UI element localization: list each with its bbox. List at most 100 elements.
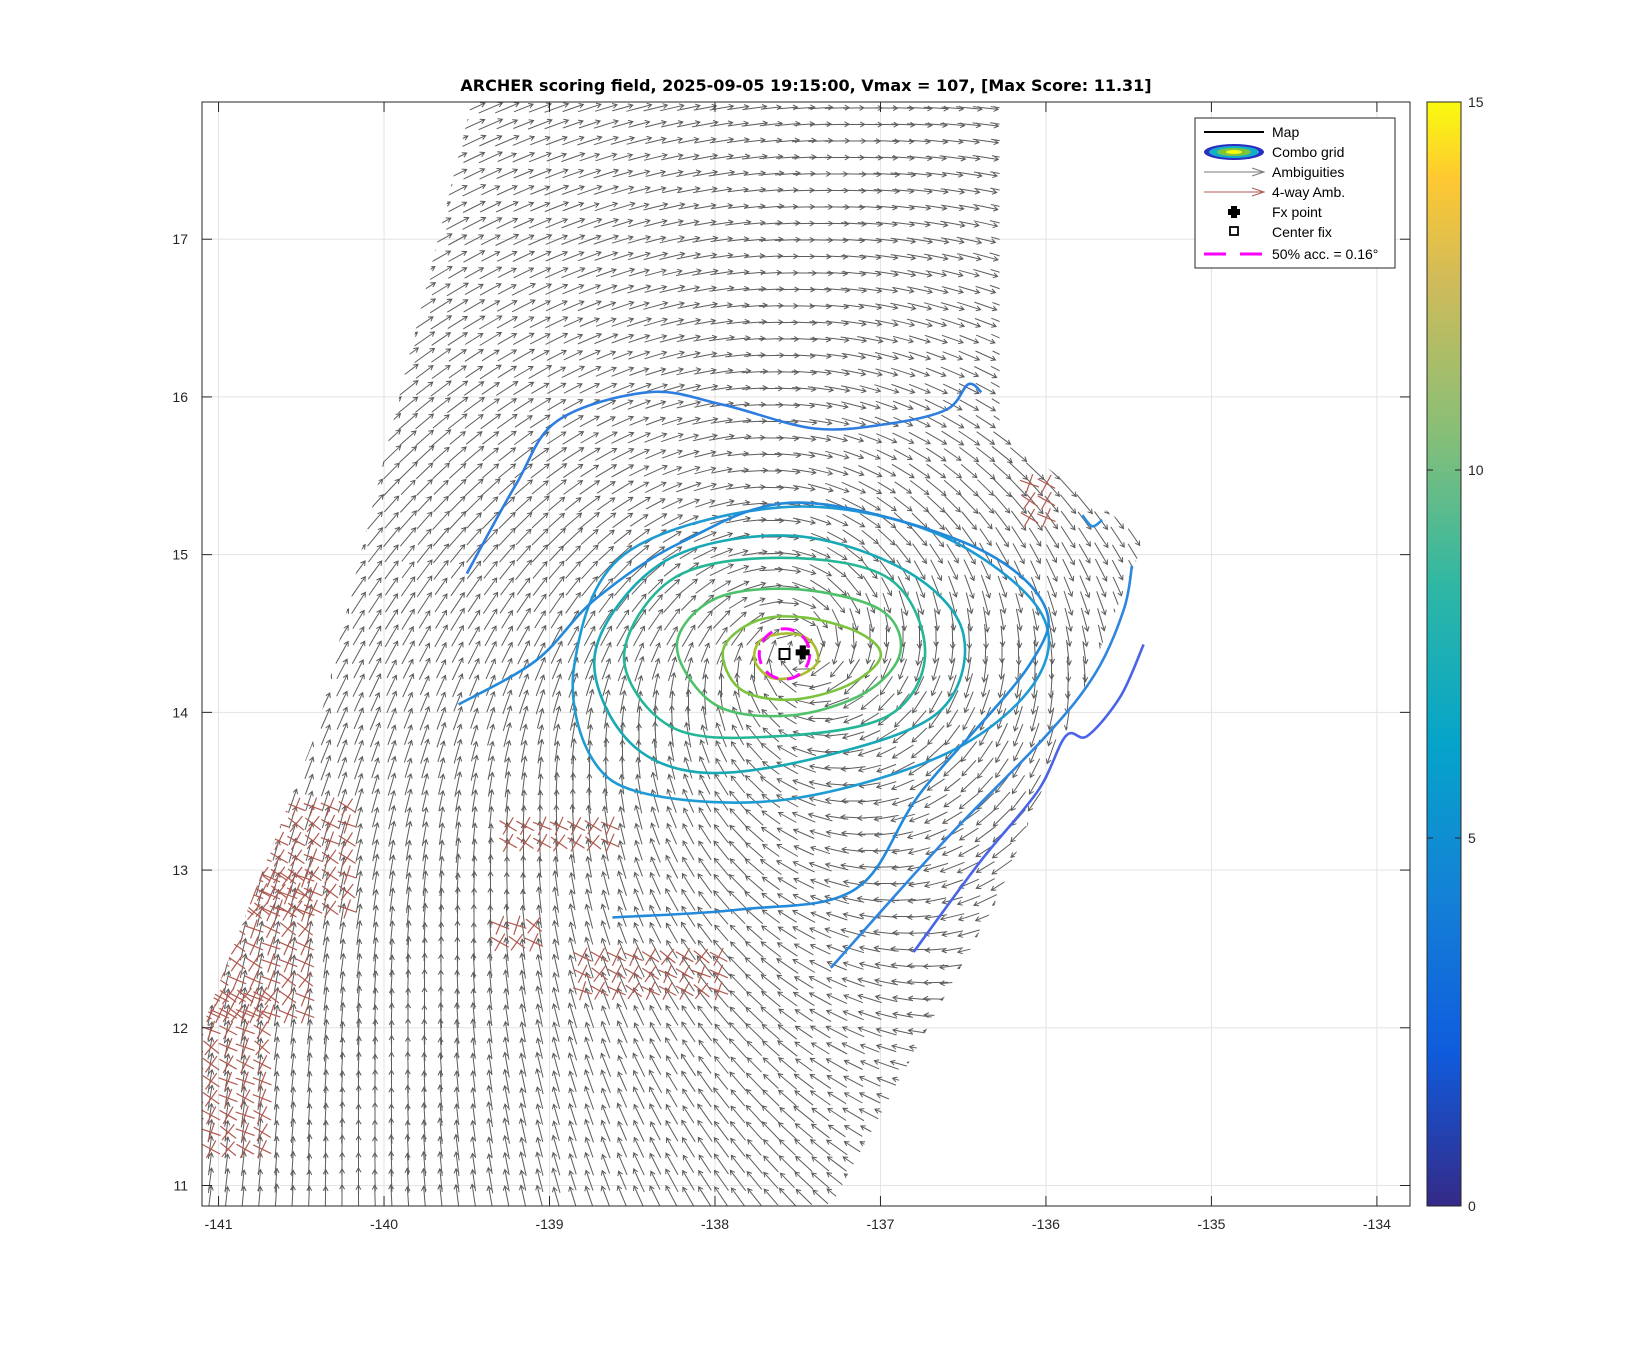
ambiguity-arrow <box>568 853 576 880</box>
ambiguity-arrow <box>240 1069 247 1093</box>
ambiguity-arrow <box>517 640 531 665</box>
ambiguity-arrow <box>495 233 520 246</box>
ambiguity-arrow <box>207 1068 215 1094</box>
ambiguity-arrow <box>512 332 535 346</box>
four-way-cross <box>169 833 185 849</box>
four-way-cross <box>160 988 178 1006</box>
ambiguity-arrow <box>387 755 397 780</box>
ambiguity-arrow <box>513 168 535 179</box>
ambiguity-arrow <box>512 135 536 146</box>
ambiguity-arrow <box>306 1018 313 1045</box>
ambiguity-arrow <box>337 739 348 764</box>
ambiguity-arrow <box>257 1019 264 1044</box>
ambiguity-arrow <box>471 806 478 829</box>
ambiguity-arrow <box>528 168 553 179</box>
ambiguity-arrow <box>388 1183 395 1206</box>
ambiguity-arrow <box>462 200 486 213</box>
ambiguity-arrow <box>495 201 519 213</box>
ambiguity-arrow <box>389 887 396 912</box>
ambiguity-arrow <box>610 135 636 145</box>
ambiguity-arrow <box>513 381 535 396</box>
ambiguity-arrow <box>535 688 546 715</box>
ambiguity-arrow <box>514 430 534 446</box>
ambiguity-arrow <box>368 544 383 563</box>
ambiguity-arrow <box>481 300 501 312</box>
ambiguity-arrow <box>577 135 603 146</box>
ambiguity-arrow <box>515 496 533 512</box>
ambiguity-arrow <box>596 416 616 427</box>
ambiguity-arrow <box>470 937 477 961</box>
ambiguity-arrow <box>551 1003 560 1028</box>
ambiguity-arrow <box>431 348 452 363</box>
ambiguity-arrow <box>585 872 593 894</box>
ambiguity-arrow <box>597 497 616 511</box>
ambiguity-arrow <box>567 1035 578 1061</box>
ambiguity-arrow <box>481 185 501 196</box>
ambiguity-arrow <box>528 365 553 379</box>
ambiguity-arrow <box>356 970 363 994</box>
ambiguity-arrow <box>417 591 432 614</box>
ambiguity-arrow <box>454 954 461 977</box>
ambiguity-arrow <box>353 707 364 730</box>
ambiguity-arrow <box>257 1185 263 1206</box>
ambiguity-arrow <box>354 787 364 814</box>
ambiguity-arrow <box>373 888 379 911</box>
ambiguity-arrow <box>434 624 448 648</box>
ambiguity-arrow <box>486 1037 493 1059</box>
ambiguity-arrow <box>568 888 576 911</box>
ambiguity-arrow <box>224 1167 231 1193</box>
ambiguity-arrow <box>644 432 668 443</box>
ambiguity-arrow <box>420 691 430 712</box>
ambiguity-arrow <box>568 1087 577 1108</box>
ambiguity-arrow <box>602 689 611 714</box>
ambiguity-arrow <box>486 1004 493 1026</box>
ambiguity-arrow <box>404 772 413 796</box>
ambiguity-arrow <box>515 559 533 581</box>
ambiguity-arrow <box>551 1036 560 1060</box>
ambiguity-arrow <box>502 1185 510 1206</box>
ambiguity-arrow <box>512 348 536 363</box>
ambiguity-arrow <box>598 592 614 613</box>
ambiguity-arrow <box>502 689 513 714</box>
ambiguity-arrow <box>497 430 517 446</box>
ambiguity-arrow <box>464 381 485 396</box>
ambiguity-arrow <box>403 707 414 729</box>
ambiguity-arrow <box>448 365 467 379</box>
ambiguity-arrow <box>416 575 433 598</box>
ambiguity-arrow <box>600 1037 611 1059</box>
ambiguity-arrow <box>465 431 483 445</box>
ambiguity-arrow <box>627 251 651 261</box>
ambiguity-arrow <box>355 838 363 862</box>
ambiguity-arrow <box>548 496 566 512</box>
ambiguity-arrow <box>463 299 486 313</box>
ambiguity-arrow <box>530 495 550 513</box>
ambiguity-arrow <box>551 1052 561 1077</box>
ambiguity-arrow <box>496 185 518 196</box>
ambiguity-arrow <box>240 1003 248 1027</box>
ambiguity-arrow <box>645 136 667 144</box>
ambiguity-arrow <box>339 1086 346 1109</box>
ambiguity-arrow <box>583 1002 595 1028</box>
ambiguity-arrow <box>519 985 527 1012</box>
ambiguity-arrow <box>455 789 462 812</box>
ambiguity-arrow <box>463 396 486 413</box>
ambiguity-arrow <box>578 119 602 129</box>
ambiguity-arrow <box>322 888 330 911</box>
ambiguity-arrow <box>368 657 382 681</box>
ambiguity-arrow <box>645 186 667 194</box>
four-way-cross <box>161 938 177 954</box>
ambiguity-arrow <box>568 1169 577 1191</box>
ambiguity-arrow <box>535 1136 543 1158</box>
ambiguity-arrow <box>257 1168 264 1192</box>
ambiguity-arrow <box>610 382 635 394</box>
ambiguity-arrow <box>353 739 364 763</box>
ambiguity-arrow <box>645 169 667 177</box>
ambiguity-arrow <box>502 1168 510 1192</box>
ambiguity-arrow <box>551 1167 561 1193</box>
ambiguity-arrow <box>437 740 446 763</box>
ambiguity-arrow <box>611 480 634 495</box>
ambiguity-arrow <box>503 987 509 1010</box>
ambiguity-arrow <box>405 935 412 963</box>
ambiguity-arrow <box>434 577 448 596</box>
